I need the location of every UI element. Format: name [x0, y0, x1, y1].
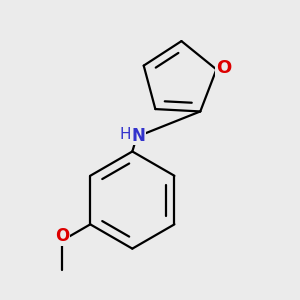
Text: O: O — [216, 59, 231, 77]
Text: H: H — [120, 127, 131, 142]
Text: N: N — [131, 127, 145, 145]
Text: O: O — [55, 227, 69, 245]
